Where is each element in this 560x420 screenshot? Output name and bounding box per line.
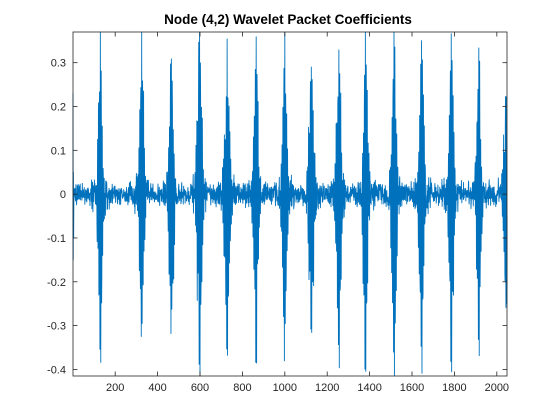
x-axis: 200 400 600 800 1000 1200 1400 1600 1800 2000 [106, 32, 509, 394]
x-tick-label: 400 [148, 382, 166, 394]
y-tick-label: -0.4 [47, 364, 66, 376]
y-tick-label: 0 [60, 189, 66, 201]
series-line [72, 31, 508, 377]
y-tick-label: 0.2 [51, 101, 66, 113]
x-tick-label: 1600 [400, 382, 424, 394]
axes-border [72, 31, 508, 377]
x-tick-label: 2000 [485, 382, 509, 394]
x-tick-label: 600 [191, 382, 209, 394]
y-axis: -0.4 -0.3 -0.2 -0.1 0 0.1 0.2 0.3 [47, 58, 507, 376]
x-tick-label: 1800 [442, 382, 466, 394]
axes-frame [72, 31, 508, 377]
plot-area: 200 400 600 800 1000 1200 1400 1600 1800 2000 -0.… [47, 31, 509, 394]
x-tick-label: 800 [233, 382, 251, 394]
y-tick-label: -0.3 [47, 321, 66, 333]
y-tick-label: -0.1 [47, 233, 66, 245]
x-tick-label: 200 [106, 382, 124, 394]
x-tick-label: 1000 [273, 382, 297, 394]
series-layer [72, 31, 508, 377]
x-tick-label: 1200 [315, 382, 339, 394]
y-tick-label: 0.3 [51, 58, 66, 70]
chart-title: Node (4,2) Wavelet Packet Coefficients [164, 12, 412, 27]
y-tick-label: -0.2 [47, 277, 66, 289]
y-tick-label: 0.1 [51, 145, 66, 157]
x-tick-label: 1400 [357, 382, 381, 394]
